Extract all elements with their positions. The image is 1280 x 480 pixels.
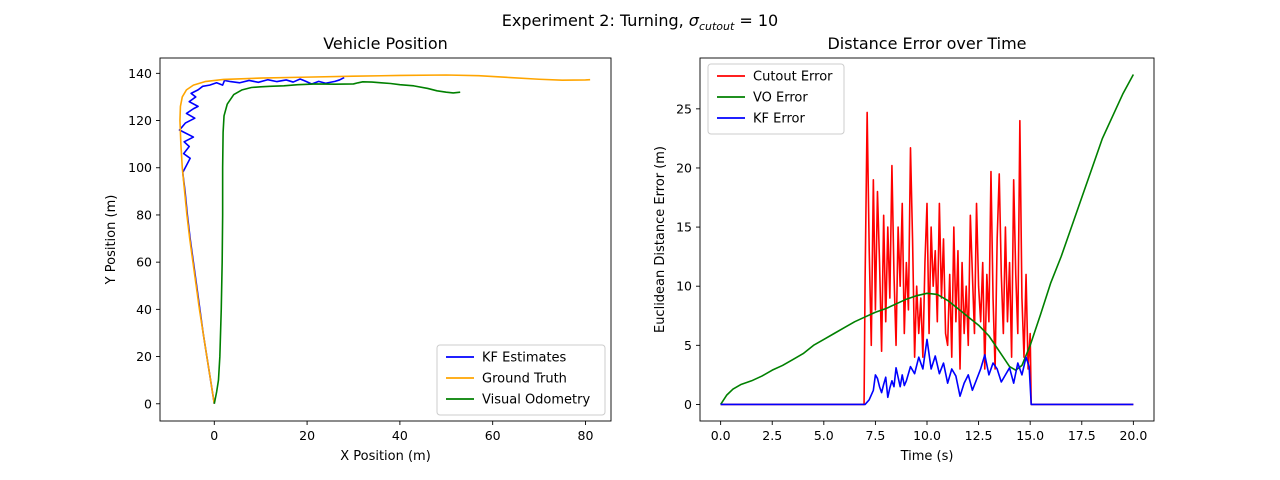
series-line-cutout-error [720, 111, 1134, 406]
x-axis-label: Time (s) [900, 449, 954, 464]
series-line-kf-error [720, 338, 1134, 406]
figure-suptitle: Experiment 2: Turning, σcutout = 10 [502, 11, 778, 33]
legend-entry: Visual Odometry [482, 393, 590, 408]
x-tick-label: 20.0 [1119, 428, 1147, 443]
chart-title: Vehicle Position [323, 34, 448, 53]
axes-frame [159, 57, 612, 422]
legend-box [707, 63, 845, 135]
legend-entry: VO Error [753, 91, 808, 106]
y-axis-label: Euclidean Distance Error (m) [653, 146, 668, 333]
chart-panel-2: 0.0 2.5 5.0 7.5 10.0 12.5 15.0 17.5 20.0 0 5 10 15 20… [653, 34, 1155, 464]
y-tick-label: 80 [136, 207, 152, 222]
y-axis-label: Y Position (m) [104, 195, 119, 286]
x-tick-label: 5.0 [814, 428, 834, 443]
series-line-vo-error [719, 74, 1135, 405]
legend-entry: KF Estimates [482, 351, 567, 366]
y-tick-label: 40 [136, 302, 152, 317]
y-tick-label: 0 [684, 397, 692, 412]
x-tick-label: 17.5 [1068, 428, 1096, 443]
x-tick-label: 0.0 [711, 428, 731, 443]
y-tick-label: 60 [136, 255, 152, 270]
series-line-ground-truth [179, 74, 591, 404]
chart-panel-1: 0 20 40 60 80 0 20 40 60 80 100 120 140 Vehicle Posit… [104, 34, 612, 464]
y-tick-label: 0 [144, 396, 152, 411]
legend-entry: Ground Truth [482, 372, 567, 387]
legend-entry: Cutout Error [753, 70, 833, 85]
y-tick-label: 20 [676, 160, 692, 175]
y-tick-label: 5 [684, 338, 692, 353]
x-tick-label: 0 [210, 428, 218, 443]
legend: Cutout Error VO Error KF Error [707, 63, 845, 135]
x-tick-label: 10.0 [913, 428, 941, 443]
y-tick-label: 15 [676, 220, 692, 235]
x-tick-label: 2.5 [762, 428, 782, 443]
x-tick-label: 12.5 [965, 428, 993, 443]
x-axis-label: X Position (m) [340, 449, 431, 464]
y-tick-label: 140 [128, 66, 152, 81]
y-tick-label: 10 [676, 279, 692, 294]
legend-box [436, 344, 606, 416]
series-line-visual-odometry [213, 81, 461, 404]
x-tick-label: 20 [299, 428, 315, 443]
x-tick-label: 40 [392, 428, 408, 443]
legend: KF Estimates Ground Truth Visual Odometry [436, 344, 606, 416]
y-tick-label: 25 [676, 101, 692, 116]
x-tick-label: 80 [578, 428, 594, 443]
x-tick-label: 15.0 [1016, 428, 1044, 443]
y-tick-label: 100 [128, 160, 152, 175]
x-tick-label: 60 [485, 428, 501, 443]
legend-entry: KF Error [753, 112, 805, 127]
y-tick-label: 20 [136, 349, 152, 364]
series-line-kf-estimates [178, 76, 345, 404]
chart-title: Distance Error over Time [827, 34, 1026, 53]
y-tick-label: 120 [128, 113, 152, 128]
x-tick-label: 7.5 [865, 428, 885, 443]
